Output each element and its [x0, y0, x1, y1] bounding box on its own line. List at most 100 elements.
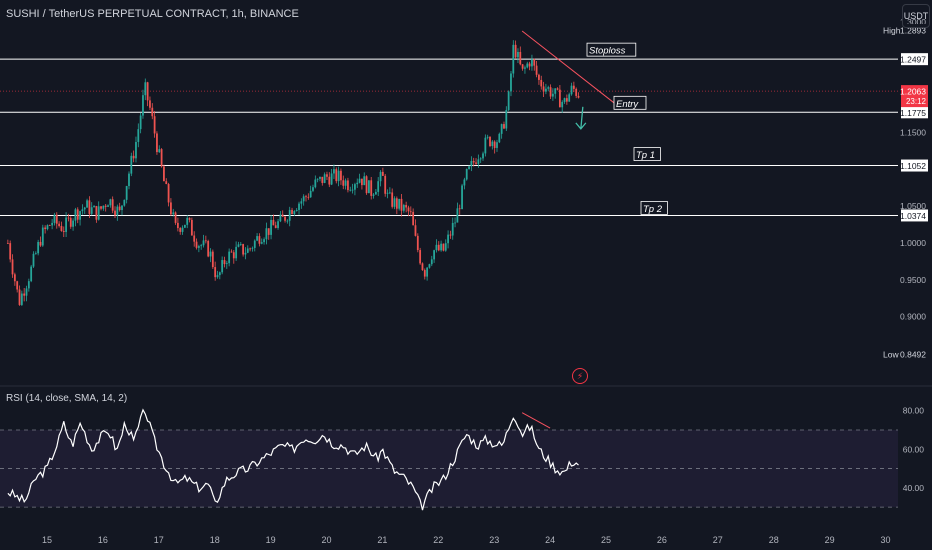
candle-body — [190, 219, 193, 236]
candle-body — [174, 212, 177, 223]
candle-body — [25, 288, 28, 296]
candle-body — [333, 169, 335, 174]
candle-body — [46, 225, 49, 230]
candle-body — [237, 244, 240, 247]
rsi-tick-label: 80.00 — [903, 406, 925, 416]
candle-body — [202, 240, 205, 246]
candle-body — [193, 235, 196, 242]
candle-body — [337, 170, 340, 182]
axis-labels: 1.3000 1.1500 1.0500 1.0000 0.9500 0.9000 1.24… — [42, 17, 929, 545]
candle-body — [23, 293, 26, 296]
price-series — [6, 40, 580, 306]
candle-body — [391, 192, 394, 207]
candle-body — [79, 211, 81, 220]
candle-body — [398, 198, 401, 209]
candle-body — [372, 194, 375, 196]
candle-body — [545, 88, 547, 92]
candle-body — [430, 259, 433, 265]
currency-button[interactable]: USDT — [902, 4, 930, 28]
candle-body — [223, 260, 226, 265]
candle-body — [384, 175, 387, 194]
candle-body — [349, 189, 352, 191]
lightning-icon[interactable]: ⚡ — [572, 368, 588, 384]
candle-body — [416, 235, 419, 251]
candle-body — [549, 87, 552, 97]
candle-body — [163, 166, 165, 182]
candle-body — [356, 182, 359, 185]
candle-body — [130, 155, 133, 174]
level-value-label: 1.0374 — [900, 211, 926, 221]
candle-body — [32, 253, 35, 267]
candle-body — [30, 266, 33, 282]
candle-body — [170, 202, 172, 215]
candle-body — [20, 293, 23, 305]
rsi-trendline — [521, 412, 551, 429]
candle-body — [156, 133, 158, 153]
candle-body — [165, 181, 168, 185]
candle-body — [102, 205, 105, 209]
candle-body — [216, 275, 219, 278]
low-box — [879, 348, 929, 360]
candle-body — [335, 169, 338, 182]
candle-body — [274, 225, 277, 228]
candle-body — [37, 241, 40, 254]
candle-body — [577, 95, 580, 98]
candle-body — [153, 116, 156, 134]
candle-body — [121, 205, 123, 211]
candle-body — [260, 242, 263, 244]
current-price-tag — [901, 85, 928, 108]
candle-body — [381, 171, 384, 176]
candle-body — [48, 225, 51, 226]
candle-body — [186, 217, 189, 225]
candle-body — [524, 67, 526, 69]
candle-body — [97, 206, 100, 220]
candle-body — [69, 218, 72, 227]
candle-body — [519, 51, 522, 65]
level-value-label: 1.1052 — [900, 161, 926, 171]
candle-body — [414, 225, 417, 236]
level-value-box — [901, 106, 928, 119]
price-tick-label: 1.1500 — [900, 128, 926, 138]
candle-body — [475, 162, 477, 164]
candle-body — [367, 180, 370, 194]
current-price-countdown: 23:12 — [906, 97, 927, 106]
candle-body — [13, 274, 16, 282]
level-name-label: Tp 2 — [643, 204, 663, 215]
candle-body — [88, 200, 91, 214]
candle-body — [160, 149, 163, 167]
candle-body — [486, 136, 489, 138]
candle-body — [62, 230, 65, 232]
candle-body — [428, 264, 431, 268]
candle-body — [330, 173, 333, 185]
candle-body — [563, 98, 566, 102]
candle-body — [463, 179, 466, 186]
candle-body — [293, 211, 296, 215]
candle-body — [118, 206, 121, 211]
candle-body — [172, 212, 175, 215]
level-name-label: Stoploss — [589, 46, 626, 57]
candle-body — [561, 101, 564, 108]
candle-body — [55, 214, 58, 224]
candle-body — [351, 189, 354, 191]
candle-body — [498, 133, 501, 143]
date-tick-label: 17 — [154, 535, 164, 545]
candle-body — [86, 200, 88, 208]
price-tick-label: 0.9000 — [900, 312, 926, 322]
candle-body — [114, 210, 116, 216]
date-tick-label: 28 — [769, 535, 779, 545]
date-tick-label: 20 — [321, 535, 331, 545]
candle-body — [149, 100, 151, 108]
candle-body — [18, 289, 21, 305]
candle-body — [491, 141, 494, 147]
candle-body — [214, 267, 217, 278]
candle-body — [412, 211, 415, 226]
candle-body — [554, 88, 557, 94]
candle-body — [370, 180, 373, 196]
candle-body — [347, 180, 349, 191]
candle-body — [81, 209, 84, 212]
candle-body — [484, 137, 487, 154]
date-tick-label: 29 — [825, 535, 835, 545]
candle-body — [568, 94, 571, 102]
candle-body — [493, 141, 496, 148]
